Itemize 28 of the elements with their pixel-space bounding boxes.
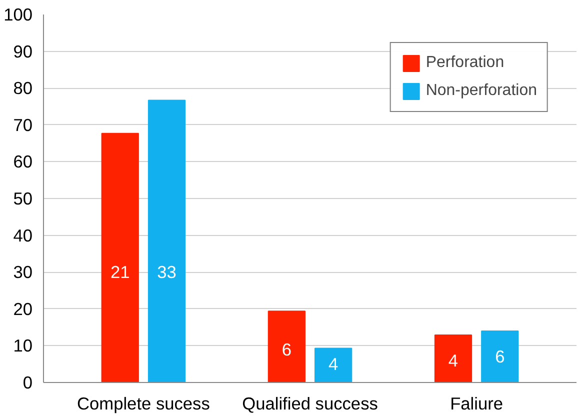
bar xyxy=(101,132,139,382)
legend-label: Non-perforation xyxy=(426,82,537,100)
y-tick-label: 50 xyxy=(13,188,33,208)
y-tick-label: 60 xyxy=(13,152,33,172)
annotation: 21 xyxy=(110,262,130,282)
legend-label: Perforation xyxy=(426,54,504,72)
y-tick-label: 20 xyxy=(13,298,33,319)
bar xyxy=(148,100,186,382)
y-tick-label: 30 xyxy=(13,262,33,282)
y-tick-label: 80 xyxy=(13,78,33,98)
x-tick-label: Qualified success xyxy=(242,394,378,414)
x-tick-label: Faliure xyxy=(450,394,504,414)
annotation: 6 xyxy=(282,339,292,360)
annotation: 4 xyxy=(328,354,338,374)
bar xyxy=(481,330,519,382)
bar xyxy=(314,348,352,382)
x-tick-label: Complete sucess xyxy=(76,394,210,414)
annotation: 33 xyxy=(157,262,176,282)
annotation: 6 xyxy=(495,346,505,367)
annotation: 4 xyxy=(448,350,458,370)
y-tick-label: 100 xyxy=(4,4,33,24)
y-tick-label: 40 xyxy=(13,225,33,246)
y-tick-label: 70 xyxy=(13,114,33,135)
bar xyxy=(434,334,472,382)
y-tick-label: 10 xyxy=(13,336,33,356)
y-tick-label: 90 xyxy=(13,41,33,62)
bar xyxy=(268,310,306,382)
y-tick-label: 0 xyxy=(22,372,33,392)
